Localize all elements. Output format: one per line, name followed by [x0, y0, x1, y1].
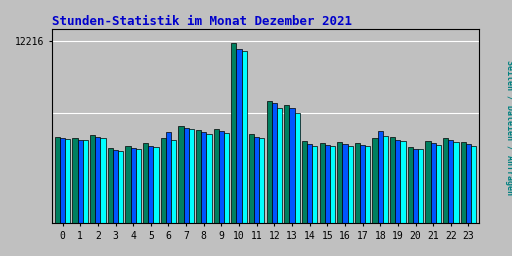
- Bar: [183, 128, 189, 223]
- Bar: [254, 137, 259, 223]
- Bar: [289, 108, 294, 223]
- Bar: [302, 141, 307, 223]
- Bar: [108, 148, 113, 223]
- Bar: [307, 144, 312, 223]
- Bar: [259, 138, 265, 223]
- Bar: [319, 143, 325, 223]
- Bar: [161, 138, 166, 223]
- Bar: [355, 143, 360, 223]
- Bar: [461, 142, 466, 223]
- Bar: [219, 131, 224, 223]
- Bar: [90, 135, 95, 223]
- Bar: [60, 138, 65, 223]
- Bar: [166, 132, 171, 223]
- Bar: [196, 130, 201, 223]
- Bar: [78, 140, 83, 223]
- Bar: [454, 142, 459, 223]
- Bar: [431, 143, 436, 223]
- Bar: [118, 151, 123, 223]
- Bar: [330, 146, 335, 223]
- Bar: [448, 141, 454, 223]
- Bar: [189, 129, 194, 223]
- Bar: [383, 136, 388, 223]
- Bar: [267, 101, 272, 223]
- Bar: [272, 103, 277, 223]
- Bar: [171, 141, 176, 223]
- Bar: [390, 137, 395, 223]
- Bar: [284, 105, 289, 223]
- Bar: [395, 140, 400, 223]
- Bar: [425, 141, 431, 223]
- Bar: [400, 141, 406, 223]
- Bar: [337, 142, 343, 223]
- Bar: [436, 145, 441, 223]
- Bar: [237, 49, 242, 223]
- Bar: [466, 144, 471, 223]
- Bar: [125, 146, 131, 223]
- Bar: [325, 145, 330, 223]
- Bar: [413, 149, 418, 223]
- Bar: [136, 149, 141, 223]
- Bar: [154, 147, 159, 223]
- Bar: [148, 146, 154, 223]
- Bar: [378, 131, 383, 223]
- Bar: [294, 113, 300, 223]
- Bar: [214, 129, 219, 223]
- Text: Seiten / Dateien / Anfragen: Seiten / Dateien / Anfragen: [505, 60, 512, 196]
- Bar: [471, 146, 476, 223]
- Bar: [143, 143, 148, 223]
- Bar: [365, 146, 370, 223]
- Bar: [373, 138, 378, 223]
- Bar: [343, 144, 348, 223]
- Bar: [418, 150, 423, 223]
- Bar: [131, 148, 136, 223]
- Bar: [348, 146, 353, 223]
- Bar: [408, 147, 413, 223]
- Bar: [242, 51, 247, 223]
- Bar: [95, 137, 100, 223]
- Text: Stunden-Statistik im Monat Dezember 2021: Stunden-Statistik im Monat Dezember 2021: [52, 15, 352, 28]
- Bar: [178, 126, 183, 223]
- Bar: [443, 138, 448, 223]
- Bar: [224, 133, 229, 223]
- Bar: [201, 132, 206, 223]
- Bar: [73, 138, 78, 223]
- Bar: [113, 150, 118, 223]
- Bar: [55, 137, 60, 223]
- Bar: [65, 139, 70, 223]
- Bar: [277, 108, 282, 223]
- Bar: [206, 134, 211, 223]
- Bar: [231, 43, 237, 223]
- Bar: [83, 141, 88, 223]
- Bar: [249, 134, 254, 223]
- Bar: [100, 138, 105, 223]
- Bar: [312, 146, 317, 223]
- Bar: [360, 145, 365, 223]
